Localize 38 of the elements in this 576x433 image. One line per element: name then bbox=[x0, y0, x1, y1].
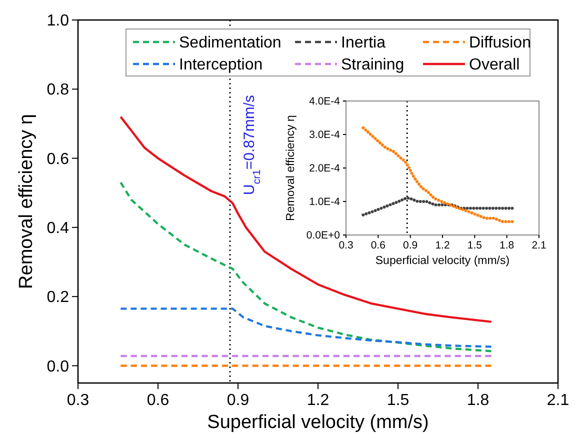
x-tick-label: 0.9 bbox=[226, 392, 250, 409]
x-axis-title: Superficial velocity (mm/s) bbox=[375, 255, 510, 267]
legend-label: Straining bbox=[341, 56, 404, 74]
x-tick-label: 0.9 bbox=[403, 240, 418, 252]
x-tick-label: 2.1 bbox=[546, 392, 570, 409]
y-axis-title: Removal efficiency η bbox=[16, 114, 37, 289]
legend-label: Interception bbox=[179, 56, 263, 74]
line-series bbox=[120, 308, 492, 348]
y-tick-label: 3.0E-4 bbox=[309, 129, 340, 142]
y-tick-label: 1.0 bbox=[46, 12, 70, 30]
x-tick-label: 1.5 bbox=[386, 392, 410, 409]
y-tick-label: 0.0E+0 bbox=[306, 230, 340, 242]
x-axis-title: Superficial velocity (mm/s) bbox=[207, 412, 429, 433]
x-tick-label: 0.6 bbox=[370, 240, 386, 252]
x-tick-label: 1.8 bbox=[466, 392, 490, 409]
line-series bbox=[362, 196, 514, 216]
legend-label: Overall bbox=[469, 56, 520, 74]
y-tick-label: 2.0E-4 bbox=[309, 162, 340, 175]
legend-label: Diffusion bbox=[469, 34, 531, 52]
y-tick-label: 0.6 bbox=[46, 150, 70, 168]
x-tick-label: 2.1 bbox=[532, 240, 546, 252]
x-tick-label: 0.6 bbox=[146, 392, 170, 409]
y-tick-label: 0.8 bbox=[46, 82, 70, 99]
y-tick-label: 0.4 bbox=[46, 220, 70, 238]
x-tick-label: 1.2 bbox=[306, 392, 330, 409]
y-tick-label: 0.2 bbox=[46, 289, 70, 306]
legend-label: Inertia bbox=[341, 34, 386, 52]
y-axis-title: Removal efficiency η bbox=[285, 115, 297, 221]
y-tick-label: 1.0E-4 bbox=[309, 196, 340, 208]
legend-label: Sedimentation bbox=[179, 34, 282, 52]
y-tick-label: 0.0 bbox=[46, 358, 70, 376]
line-series bbox=[362, 126, 514, 224]
x-tick-label: 1.2 bbox=[435, 240, 450, 252]
x-tick-label: 1.8 bbox=[500, 240, 514, 252]
x-tick-label: 0.3 bbox=[338, 240, 354, 252]
x-tick-label: 1.5 bbox=[467, 240, 482, 252]
x-tick-label: 0.3 bbox=[66, 392, 90, 409]
y-tick-label: 4.0E-4 bbox=[309, 96, 340, 108]
